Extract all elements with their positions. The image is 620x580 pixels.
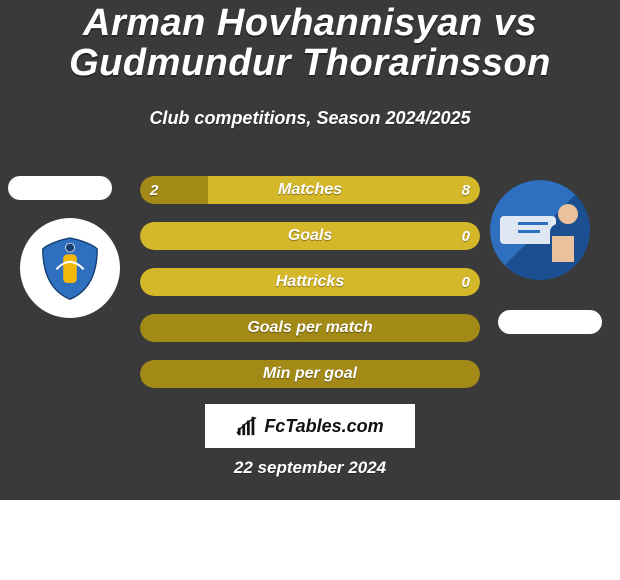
stat-label: Min per goal — [140, 360, 480, 388]
brand-text: FcTables.com — [264, 416, 383, 437]
left-player-badge — [20, 218, 120, 318]
stat-row-goals: Goals 0 — [140, 222, 480, 250]
stat-row-matches: 2 Matches 8 — [140, 176, 480, 204]
club-crest-icon — [36, 234, 104, 302]
page-subtitle: Club competitions, Season 2024/2025 — [0, 108, 620, 129]
stat-value-right: 0 — [462, 268, 470, 296]
stat-row-hattricks: Hattricks 0 — [140, 268, 480, 296]
stat-label: Matches — [140, 176, 480, 204]
stat-value-right: 8 — [462, 176, 470, 204]
stat-label: Hattricks — [140, 268, 480, 296]
comparison-stage: Arman Hovhannisyan vs Gudmundur Thorarin… — [0, 0, 620, 500]
footer-date: 22 september 2024 — [0, 458, 620, 478]
stat-row-mpg: Min per goal — [140, 360, 480, 388]
stat-label: Goals — [140, 222, 480, 250]
stat-row-gpm: Goals per match — [140, 314, 480, 342]
stat-label: Goals per match — [140, 314, 480, 342]
player-photo-icon — [490, 180, 590, 280]
right-player-name-pill — [498, 310, 602, 334]
stat-value-right: 0 — [462, 222, 470, 250]
page-title: Arman Hovhannisyan vs Gudmundur Thorarin… — [0, 0, 620, 84]
left-player-name-pill — [8, 176, 112, 200]
stats-bars: 2 Matches 8 Goals 0 Hattricks 0 Goals pe… — [140, 176, 480, 406]
bars-chart-icon — [236, 415, 258, 437]
brand-box: FcTables.com — [205, 404, 415, 448]
right-player-photo — [490, 180, 590, 280]
